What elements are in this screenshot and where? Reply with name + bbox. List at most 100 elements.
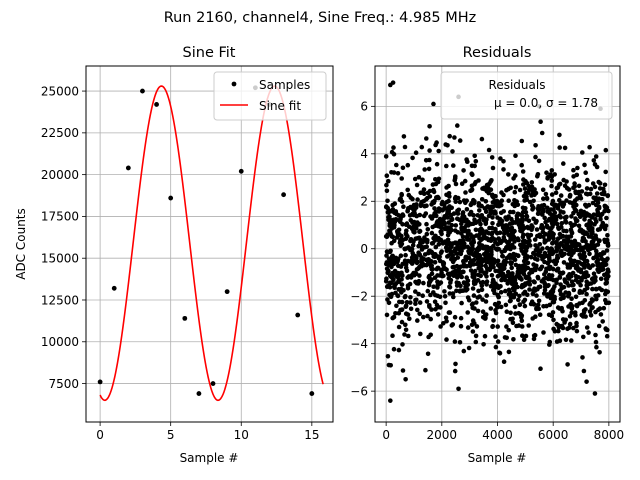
residual-point	[384, 182, 389, 188]
residual-point	[389, 257, 394, 262]
residual-point	[593, 154, 599, 159]
residual-point	[551, 207, 556, 213]
residual-point	[567, 321, 573, 327]
residual-point	[524, 265, 529, 271]
residual-point	[604, 206, 609, 212]
residual-point	[390, 234, 396, 240]
residual-point	[522, 289, 528, 295]
residual-point	[398, 214, 404, 220]
residuals-xtick-label: 6000	[538, 428, 569, 442]
residual-point	[600, 267, 606, 272]
residual-point	[408, 306, 414, 312]
residual-point	[526, 187, 532, 192]
residual-point	[585, 262, 591, 268]
residual-point	[427, 279, 433, 284]
residual-point	[498, 262, 503, 268]
residual-point	[450, 253, 456, 258]
residuals-xtick-label: 8000	[594, 428, 625, 442]
residual-point	[491, 210, 497, 216]
residual-point	[603, 169, 608, 175]
residual-point	[496, 203, 502, 209]
residual-point	[391, 346, 397, 352]
residual-point	[532, 237, 538, 242]
residual-point	[424, 221, 429, 227]
residual-point	[563, 337, 569, 343]
residual-point	[566, 187, 572, 192]
residual-point	[573, 294, 579, 300]
residual-point	[598, 217, 603, 222]
residual-point	[427, 148, 432, 153]
residual-point	[447, 285, 453, 290]
sine-fit-ylabel: ADC Counts	[14, 208, 28, 280]
residual-point	[548, 295, 554, 301]
residual-point	[514, 273, 520, 279]
residual-outlier-point	[584, 379, 589, 384]
residual-point	[465, 310, 471, 315]
residual-point	[500, 271, 506, 277]
residual-point	[561, 260, 567, 265]
residual-point	[400, 368, 406, 373]
residual-point	[520, 227, 525, 232]
residual-point	[544, 196, 550, 201]
residual-point	[588, 313, 594, 318]
residual-point	[482, 270, 487, 276]
residual-point	[508, 261, 514, 267]
residual-point	[446, 209, 451, 215]
residual-point	[594, 191, 600, 196]
residual-point	[561, 228, 566, 234]
residual-point	[414, 182, 420, 188]
residual-point	[422, 167, 428, 172]
residual-point	[505, 225, 511, 230]
residual-point	[574, 202, 579, 208]
residual-point	[410, 155, 415, 161]
residual-point	[479, 197, 485, 202]
residual-point	[475, 308, 481, 314]
residual-point	[545, 245, 550, 251]
residual-point	[550, 266, 556, 272]
residual-point	[504, 229, 510, 234]
residual-point	[587, 144, 592, 150]
residual-point	[488, 187, 494, 192]
residual-point	[486, 213, 492, 219]
residual-point	[573, 263, 579, 269]
residual-point	[510, 271, 515, 276]
residual-point	[465, 234, 470, 239]
residual-point	[476, 203, 482, 208]
residual-point	[429, 230, 435, 236]
residual-point	[405, 162, 411, 168]
residual-point	[403, 327, 409, 333]
residual-point	[416, 243, 421, 249]
residual-point	[535, 274, 541, 280]
residual-point	[385, 270, 391, 276]
residual-point	[439, 249, 445, 254]
residual-point	[557, 197, 562, 203]
residual-point	[437, 258, 443, 264]
residual-point	[482, 333, 488, 339]
residual-point	[407, 213, 413, 218]
residual-point	[557, 231, 563, 237]
residual-point	[414, 202, 419, 207]
residual-point	[519, 277, 524, 282]
residual-point	[604, 276, 610, 282]
residual-point	[459, 219, 465, 224]
residual-point	[554, 185, 560, 191]
residual-point	[384, 204, 389, 209]
residual-point	[444, 267, 449, 273]
residual-point	[535, 174, 540, 179]
residuals-xtick-label: 4000	[482, 428, 513, 442]
residuals-legend-box	[440, 71, 613, 120]
sine-fit-ytick-label: 22500	[41, 126, 79, 140]
residual-point	[462, 178, 468, 184]
residual-point	[425, 351, 431, 357]
sine-fit-ytick-label: 17500	[41, 210, 79, 224]
residual-point	[481, 216, 487, 221]
residual-point	[426, 166, 432, 172]
residual-point	[550, 251, 555, 257]
residual-point	[465, 159, 470, 164]
residual-point	[578, 267, 584, 273]
residual-point	[482, 185, 487, 191]
residual-point	[506, 349, 512, 355]
residual-point	[506, 239, 512, 244]
residual-point	[390, 207, 396, 212]
residual-point	[501, 359, 507, 365]
